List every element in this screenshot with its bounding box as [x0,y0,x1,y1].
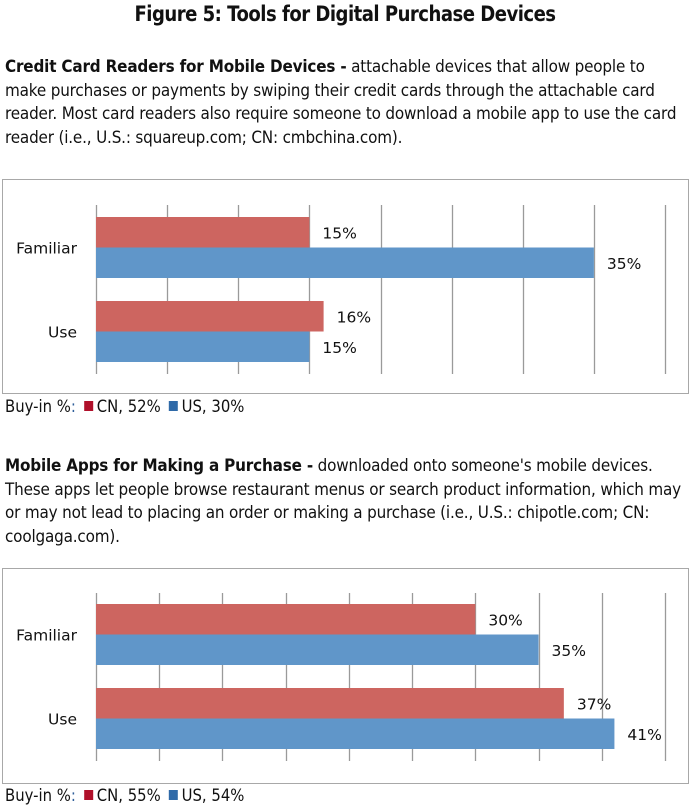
data-label-cn-use: 16% [337,308,371,326]
chart-1-legend: Buy-in %: CN, 52% US, 30% [5,397,244,416]
bar-us-use [96,718,615,749]
legend-us-swatch [169,790,179,800]
section-2-description: Mobile Apps for Making a Purchase - down… [5,455,685,549]
legend-cn-swatch [84,401,94,411]
bar-cn-familiar [96,604,476,635]
legend-us-label: US, 54% [181,786,245,805]
section-2-text: downloaded onto someone's mobile devices… [5,456,682,547]
section-1-description: Credit Card Readers for Mobile Devices -… [5,56,685,150]
legend-cn-label: CN, 52% [96,397,161,416]
bar-cn-use [96,688,564,719]
section-2-heading: Mobile Apps for Making a Purchase - [5,456,313,476]
chart-2-legend: Buy-in %: CN, 55% US, 54% [5,786,244,805]
legend-us-swatch [169,401,179,411]
legend-cn-label: CN, 55% [96,786,161,805]
legend-us-label: US, 30% [181,397,245,416]
legend-cn-swatch [84,790,94,800]
data-label-cn-familiar: 30% [488,611,522,629]
section-1-text: attachable devices that allow people to … [5,57,677,148]
category-label: Use [48,711,77,729]
bar-us-use [96,331,310,362]
section-1-heading: Credit Card Readers for Mobile Devices - [5,57,347,77]
legend-prefix: Buy-in % [5,397,71,416]
bar-cn-familiar [96,217,310,248]
chart-2-frame: 30% 35% Familiar 37% 41% Use [2,568,689,784]
chart-2: 30% 35% Familiar 37% 41% Use [16,593,667,761]
legend-prefix: Buy-in % [5,786,71,805]
bar-us-familiar [96,634,539,665]
chart-1-frame: 15% 35% Familiar 16% 15% Use [2,179,689,394]
legend-colon: : [70,397,76,416]
data-label-us-familiar: 35% [607,255,641,273]
category-label: Familiar [16,627,78,645]
bar-us-familiar [96,247,594,278]
chart-1: 15% 35% Familiar 16% 15% Use [16,205,667,374]
data-label-cn-use: 37% [577,695,611,713]
data-label-cn-familiar: 15% [322,224,356,242]
legend-colon: : [70,786,76,805]
data-label-us-familiar: 35% [552,642,586,660]
data-label-us-use: 15% [322,339,356,357]
category-label: Familiar [16,240,78,258]
figure-title: Figure 5: Tools for Digital Purchase Dev… [134,2,556,26]
bar-cn-use [96,301,324,332]
data-label-us-use: 41% [627,726,661,744]
category-label: Use [48,324,77,342]
